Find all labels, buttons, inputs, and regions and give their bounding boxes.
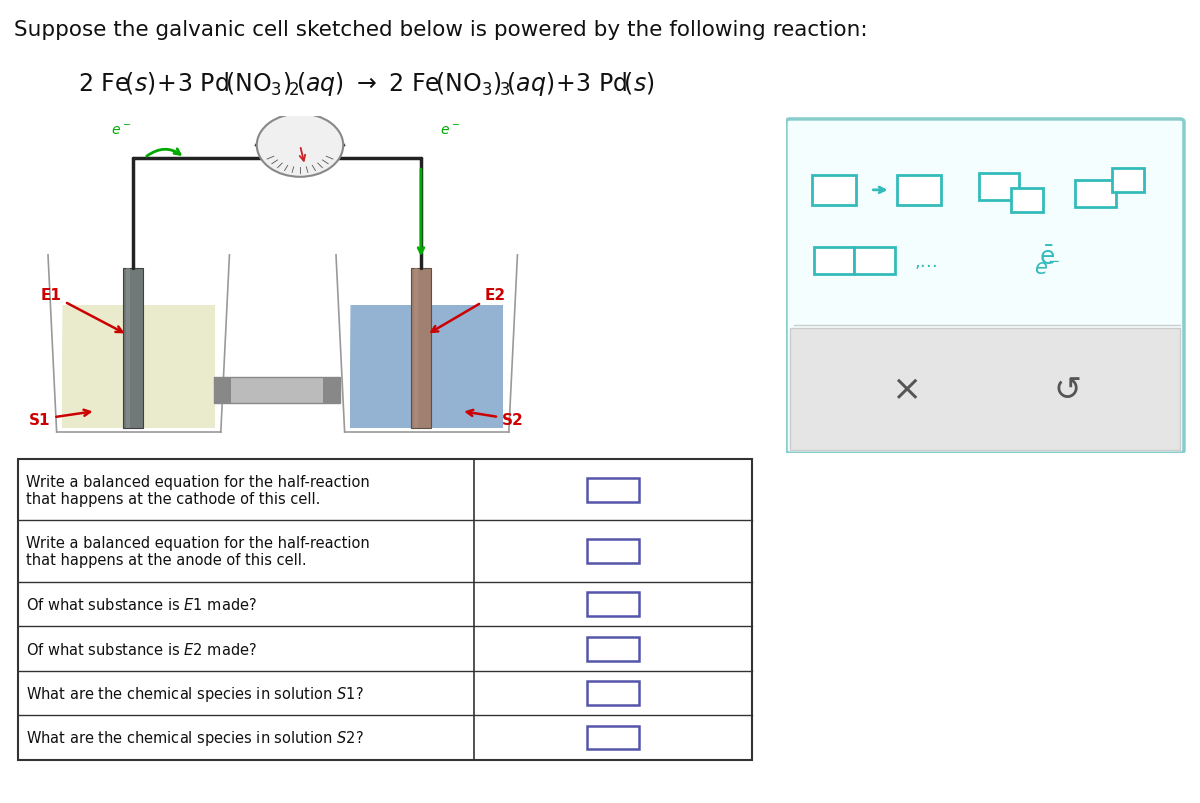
Text: Write a balanced equation for the half-reaction
that happens at the cathode of t: Write a balanced equation for the half-r… (25, 474, 370, 507)
Bar (410, 268, 431, 429)
Circle shape (257, 114, 343, 177)
Bar (214, 377, 341, 403)
Bar (414, 268, 419, 429)
Bar (812, 176, 857, 206)
Bar (587, 681, 640, 705)
Polygon shape (350, 305, 503, 429)
Text: ,…: ,… (914, 252, 938, 271)
Bar (979, 173, 1019, 201)
Text: Write a balanced equation for the half-reaction
that happens at the anode of thi: Write a balanced equation for the half-r… (25, 536, 370, 568)
Bar (1012, 189, 1043, 213)
Text: E2: E2 (432, 287, 505, 332)
Text: $\mathrm{\bar{e}}$: $\mathrm{\bar{e}}$ (1039, 246, 1055, 270)
Bar (587, 726, 640, 749)
Bar (587, 637, 640, 661)
Bar (587, 593, 640, 617)
Text: What are the chemical species in solution $\mathit{S2}$?: What are the chemical species in solutio… (25, 728, 364, 747)
Bar (323, 377, 341, 403)
Bar (18, 459, 752, 760)
Text: $e^{-}$: $e^{-}$ (1034, 259, 1061, 278)
Text: ×: × (892, 373, 922, 406)
Bar (854, 248, 894, 275)
Text: $2\ \mathregular{Fe}\!\left(\mathbf{\mathit{s}}\right)\!+\!3\ \mathregular{Pd}\!: $2\ \mathregular{Fe}\!\left(\mathbf{\mat… (78, 71, 655, 98)
Bar (1075, 181, 1116, 207)
Text: $e^-$: $e^-$ (112, 124, 132, 137)
Bar (896, 176, 941, 206)
Text: $e^-$: $e^-$ (439, 124, 460, 137)
Bar (587, 540, 640, 564)
Text: S2: S2 (467, 410, 523, 427)
Text: Suppose the galvanic cell sketched below is powered by the following reaction:: Suppose the galvanic cell sketched below… (14, 20, 868, 40)
Polygon shape (62, 305, 215, 429)
Text: S1: S1 (29, 410, 90, 427)
Text: E1: E1 (41, 287, 122, 332)
Text: What are the chemical species in solution $\mathit{S1}$?: What are the chemical species in solutio… (25, 683, 364, 703)
Bar (790, 329, 1180, 450)
Bar (814, 248, 854, 275)
Bar (214, 377, 230, 403)
Bar (126, 268, 131, 429)
Bar (587, 478, 640, 502)
Bar (122, 268, 143, 429)
FancyBboxPatch shape (786, 120, 1184, 454)
Text: Of what substance is $\mathit{E2}$ made?: Of what substance is $\mathit{E2}$ made? (25, 641, 257, 657)
Text: ↺: ↺ (1054, 373, 1081, 406)
Text: Of what substance is $\mathit{E1}$ made?: Of what substance is $\mathit{E1}$ made? (25, 597, 257, 613)
Bar (1111, 169, 1144, 193)
